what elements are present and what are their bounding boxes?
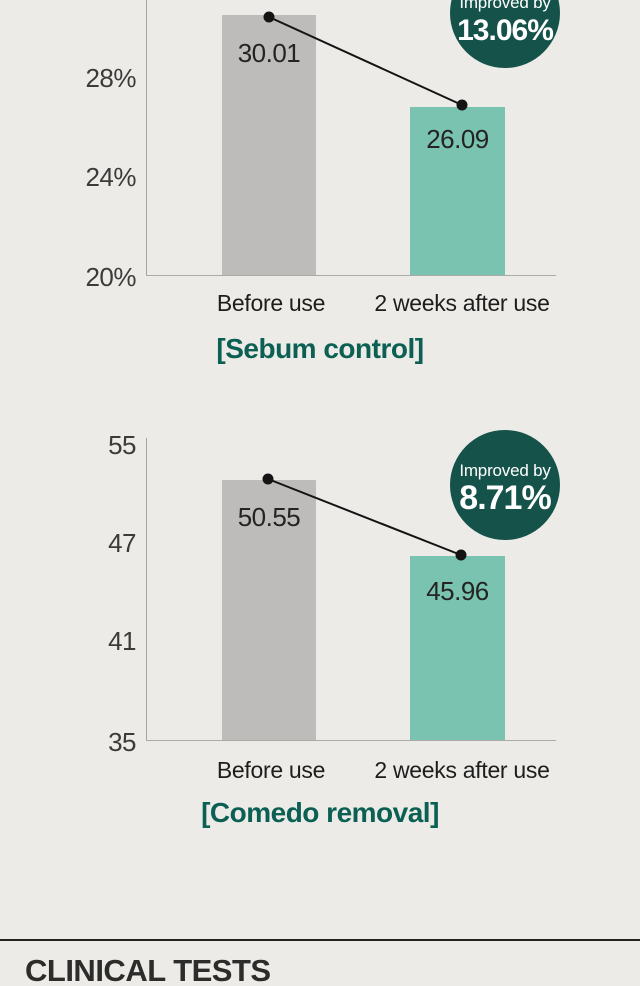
y-tick-label: 35 — [108, 727, 136, 757]
bar-value-label: 26.09 — [426, 124, 489, 154]
improvement-badge: Improved by 8.71% — [450, 430, 560, 540]
x-category-label: 2 weeks after use — [374, 290, 550, 316]
bar-value-label: 45.96 — [426, 576, 489, 606]
y-tick-label: 20% — [85, 262, 136, 292]
section-heading: CLINICAL TESTS — [25, 953, 271, 986]
x-axis-line — [146, 740, 556, 741]
x-category-label: Before use — [216, 757, 326, 783]
y-axis-line — [146, 438, 147, 741]
bar-value-label: 50.55 — [237, 502, 301, 532]
y-tick-label: 41 — [108, 626, 136, 656]
badge-value: 8.71% — [459, 479, 551, 517]
bar-after-use — [410, 107, 505, 275]
badge-label: Improved by — [459, 0, 551, 12]
x-category-label: Before use — [216, 290, 326, 316]
y-axis-line — [146, 0, 147, 276]
y-tick-label: 55 — [108, 430, 136, 460]
badge-value: 13.06% — [457, 14, 554, 47]
y-tick-label: 47 — [108, 528, 136, 558]
x-category-label: 2 weeks after use — [374, 757, 550, 783]
badge-label: Improved by — [459, 461, 551, 480]
bar-value-label: 30.01 — [237, 38, 301, 68]
y-tick-label: 28% — [85, 63, 136, 93]
divider-line — [0, 939, 640, 941]
y-tick-label: 24% — [85, 162, 136, 192]
chart-title: [Comedo removal] — [201, 797, 439, 828]
chart-title: [Sebum control] — [216, 333, 424, 364]
improvement-badge: Improved by 13.06% — [450, 0, 560, 68]
bar-after-use — [410, 556, 505, 740]
x-axis-line — [146, 275, 556, 276]
